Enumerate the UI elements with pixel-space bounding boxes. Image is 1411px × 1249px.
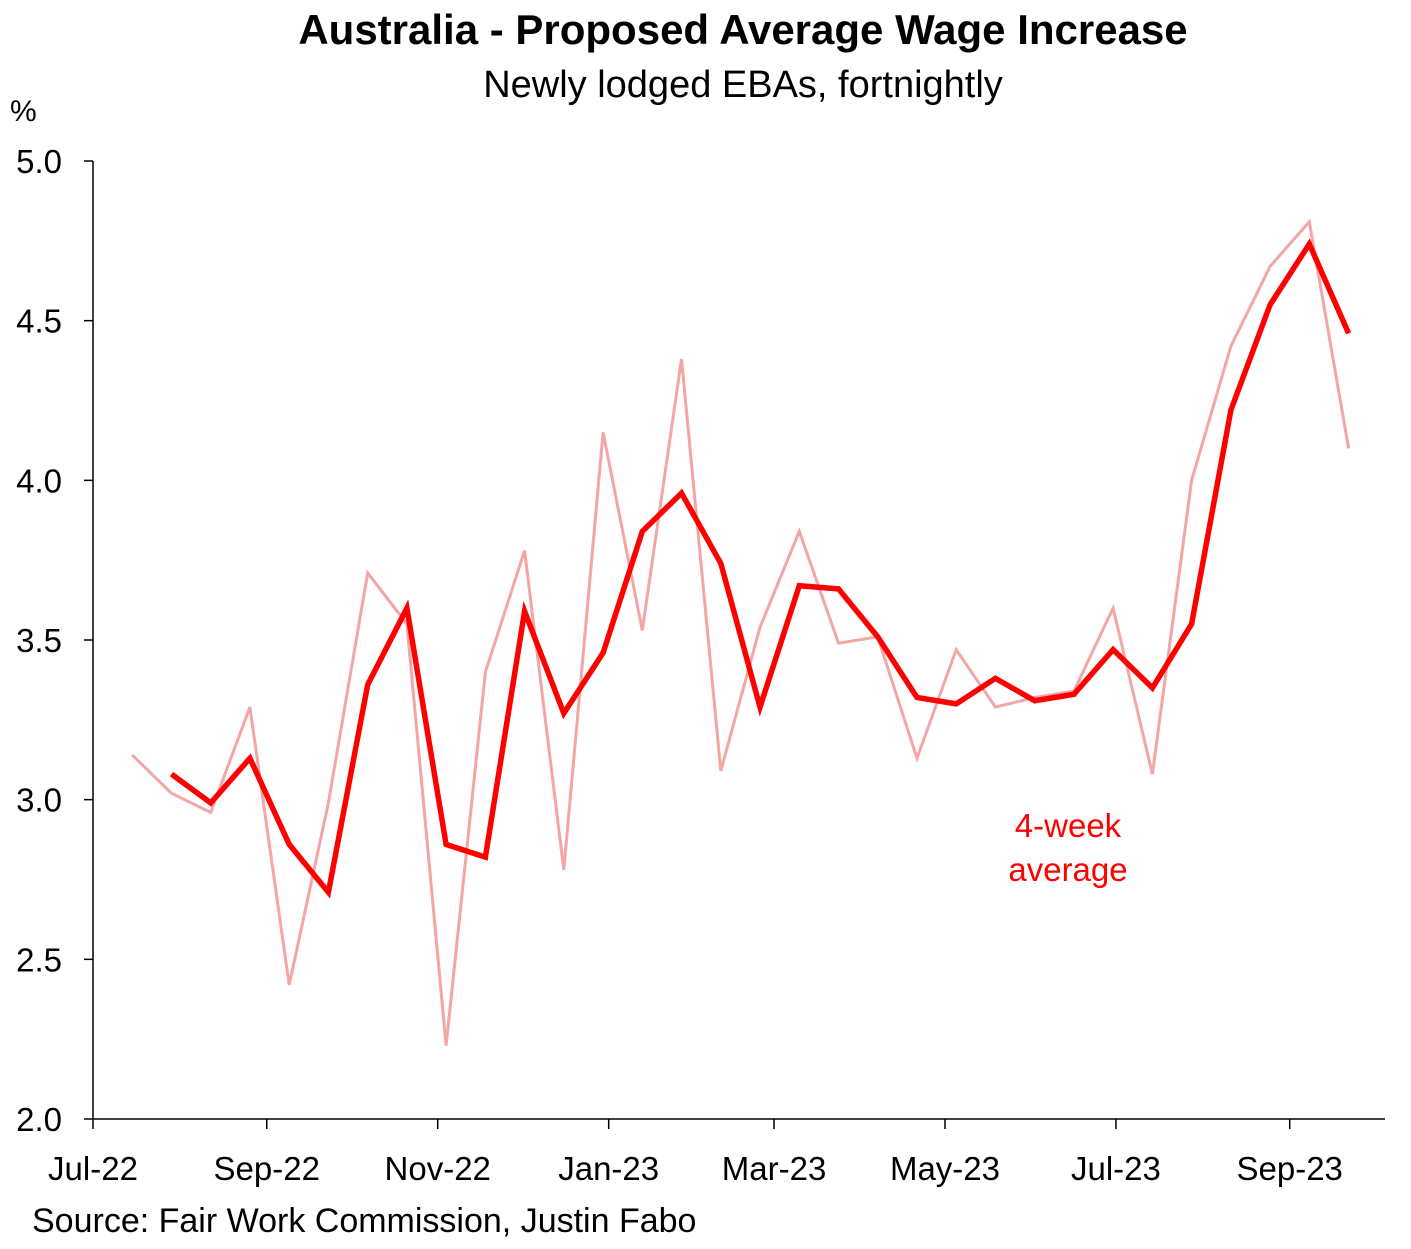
y-tick-label: 3.5: [16, 622, 62, 659]
annotations: 4-week average: [1008, 807, 1127, 888]
y-tick-label: 5.0: [16, 143, 62, 180]
source-note: Source: Fair Work Commission, Justin Fab…: [32, 1202, 697, 1240]
y-tick-label: 2.5: [16, 941, 62, 978]
x-tick-label: Mar-23: [722, 1150, 827, 1187]
y-axis-unit: %: [10, 95, 37, 128]
chart-title: Australia - Proposed Average Wage Increa…: [298, 6, 1188, 53]
x-tick-label: Sep-22: [214, 1150, 320, 1187]
annotation-line: average: [1008, 851, 1127, 888]
x-tick-label: May-23: [890, 1150, 1000, 1187]
series-line-4-week-average: [169, 238, 1352, 899]
x-tick-label: Nov-22: [385, 1150, 491, 1187]
y-tick-label: 4.5: [16, 303, 62, 340]
series-line-fortnightly: [131, 218, 1351, 1046]
axes: 2.0 2.5 3.0 3.5 4.0 4.5 5.0 Jul-22 Sep-22 Nov-22 J…: [16, 143, 1385, 1187]
series-layer: [131, 218, 1352, 1046]
y-tick-label: 3.0: [16, 782, 62, 819]
x-tick-label: Jul-23: [1071, 1150, 1161, 1187]
series-annotation-4-week-average: 4-week average: [1008, 807, 1127, 888]
chart-subtitle: Newly lodged EBAs, fortnightly: [483, 64, 1003, 106]
x-tick-label: Jan-23: [558, 1150, 659, 1187]
y-tick-label: 2.0: [16, 1101, 62, 1138]
x-tick-label: Sep-23: [1237, 1150, 1343, 1187]
annotation-line: 4-week: [1015, 807, 1122, 844]
x-tick-label: Jul-22: [48, 1150, 138, 1187]
y-tick-label: 4.0: [16, 462, 62, 499]
